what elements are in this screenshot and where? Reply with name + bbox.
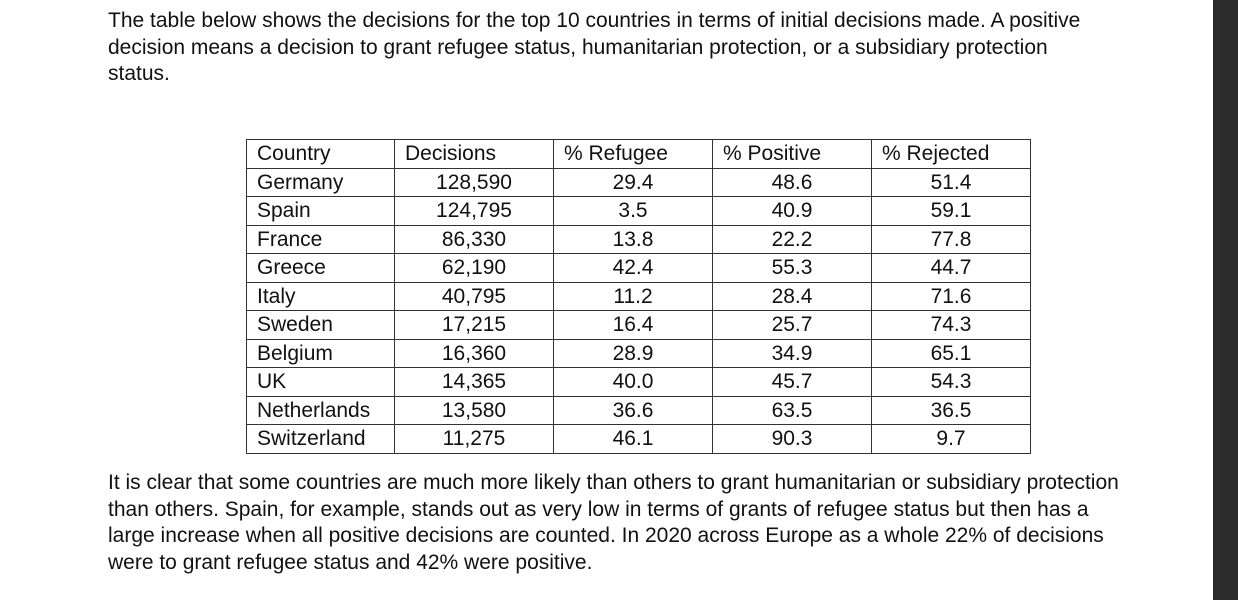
- cell-rejected: 51.4: [871, 168, 1031, 197]
- cell-refugee: 28.9: [553, 339, 713, 368]
- table-row: Belgium 16,360 28.9 34.9 65.1: [246, 339, 1031, 368]
- cell-country: Italy: [246, 282, 395, 311]
- cell-rejected: 74.3: [871, 310, 1031, 339]
- cell-country: Greece: [246, 253, 395, 282]
- cell-refugee: 40.0: [553, 367, 713, 396]
- cell-country: Belgium: [246, 339, 395, 368]
- cell-rejected: 77.8: [871, 225, 1031, 254]
- cell-rejected: 9.7: [871, 424, 1031, 453]
- cell-refugee: 46.1: [553, 424, 713, 453]
- cell-rejected: 71.6: [871, 282, 1031, 311]
- cell-positive: 45.7: [712, 367, 872, 396]
- cell-rejected: 65.1: [871, 339, 1031, 368]
- cell-refugee: 42.4: [553, 253, 713, 282]
- cell-decisions: 128,590: [394, 168, 554, 197]
- cell-refugee: 29.4: [553, 168, 713, 197]
- cell-positive: 25.7: [712, 310, 872, 339]
- intro-paragraph: The table below shows the decisions for …: [108, 9, 1081, 85]
- table-row: Greece 62,190 42.4 55.3 44.7: [246, 253, 1031, 282]
- conclusion-paragraph: It is clear that some countries are much…: [108, 471, 1119, 574]
- cell-decisions: 124,795: [394, 196, 554, 225]
- cell-positive: 48.6: [712, 168, 872, 197]
- cell-decisions: 14,365: [394, 367, 554, 396]
- cell-positive: 34.9: [712, 339, 872, 368]
- viewer-side-gutter: [1213, 0, 1238, 600]
- cell-country: Sweden: [246, 310, 395, 339]
- cell-positive: 22.2: [712, 225, 872, 254]
- table-row: Germany 128,590 29.4 48.6 51.4: [246, 168, 1031, 197]
- header-rejected: % Rejected: [871, 139, 1031, 168]
- cell-decisions: 17,215: [394, 310, 554, 339]
- table-row: Spain 124,795 3.5 40.9 59.1: [246, 196, 1031, 225]
- cell-decisions: 86,330: [394, 225, 554, 254]
- table-row: UK 14,365 40.0 45.7 54.3: [246, 367, 1031, 396]
- decisions-table: Country Decisions % Refugee % Positive %…: [246, 139, 1031, 454]
- cell-country: Switzerland: [246, 424, 395, 453]
- cell-decisions: 13,580: [394, 396, 554, 425]
- cell-decisions: 62,190: [394, 253, 554, 282]
- table-row: Sweden 17,215 16.4 25.7 74.3: [246, 310, 1031, 339]
- cell-positive: 63.5: [712, 396, 872, 425]
- table-row: France 86,330 13.8 22.2 77.8: [246, 225, 1031, 254]
- cell-decisions: 40,795: [394, 282, 554, 311]
- header-refugee: % Refugee: [553, 139, 713, 168]
- table-row: Switzerland 11,275 46.1 90.3 9.7: [246, 424, 1031, 453]
- cell-country: Spain: [246, 196, 395, 225]
- table-row: Italy 40,795 11.2 28.4 71.6: [246, 282, 1031, 311]
- header-positive: % Positive: [712, 139, 872, 168]
- cell-positive: 28.4: [712, 282, 872, 311]
- cell-country: UK: [246, 367, 395, 396]
- cell-decisions: 11,275: [394, 424, 554, 453]
- cell-country: Germany: [246, 168, 395, 197]
- header-decisions: Decisions: [394, 139, 554, 168]
- cell-refugee: 36.6: [553, 396, 713, 425]
- cell-decisions: 16,360: [394, 339, 554, 368]
- cell-positive: 90.3: [712, 424, 872, 453]
- table-row: Netherlands 13,580 36.6 63.5 36.5: [246, 396, 1031, 425]
- cell-refugee: 13.8: [553, 225, 713, 254]
- cell-refugee: 3.5: [553, 196, 713, 225]
- cell-positive: 55.3: [712, 253, 872, 282]
- cell-refugee: 16.4: [553, 310, 713, 339]
- cell-rejected: 59.1: [871, 196, 1031, 225]
- cell-positive: 40.9: [712, 196, 872, 225]
- cell-rejected: 36.5: [871, 396, 1031, 425]
- document-page: The table below shows the decisions for …: [0, 0, 1213, 600]
- cell-country: Netherlands: [246, 396, 395, 425]
- cell-rejected: 54.3: [871, 367, 1031, 396]
- cell-country: France: [246, 225, 395, 254]
- header-country: Country: [246, 139, 395, 168]
- cell-rejected: 44.7: [871, 253, 1031, 282]
- cell-refugee: 11.2: [553, 282, 713, 311]
- table-header-row: Country Decisions % Refugee % Positive %…: [246, 139, 1031, 168]
